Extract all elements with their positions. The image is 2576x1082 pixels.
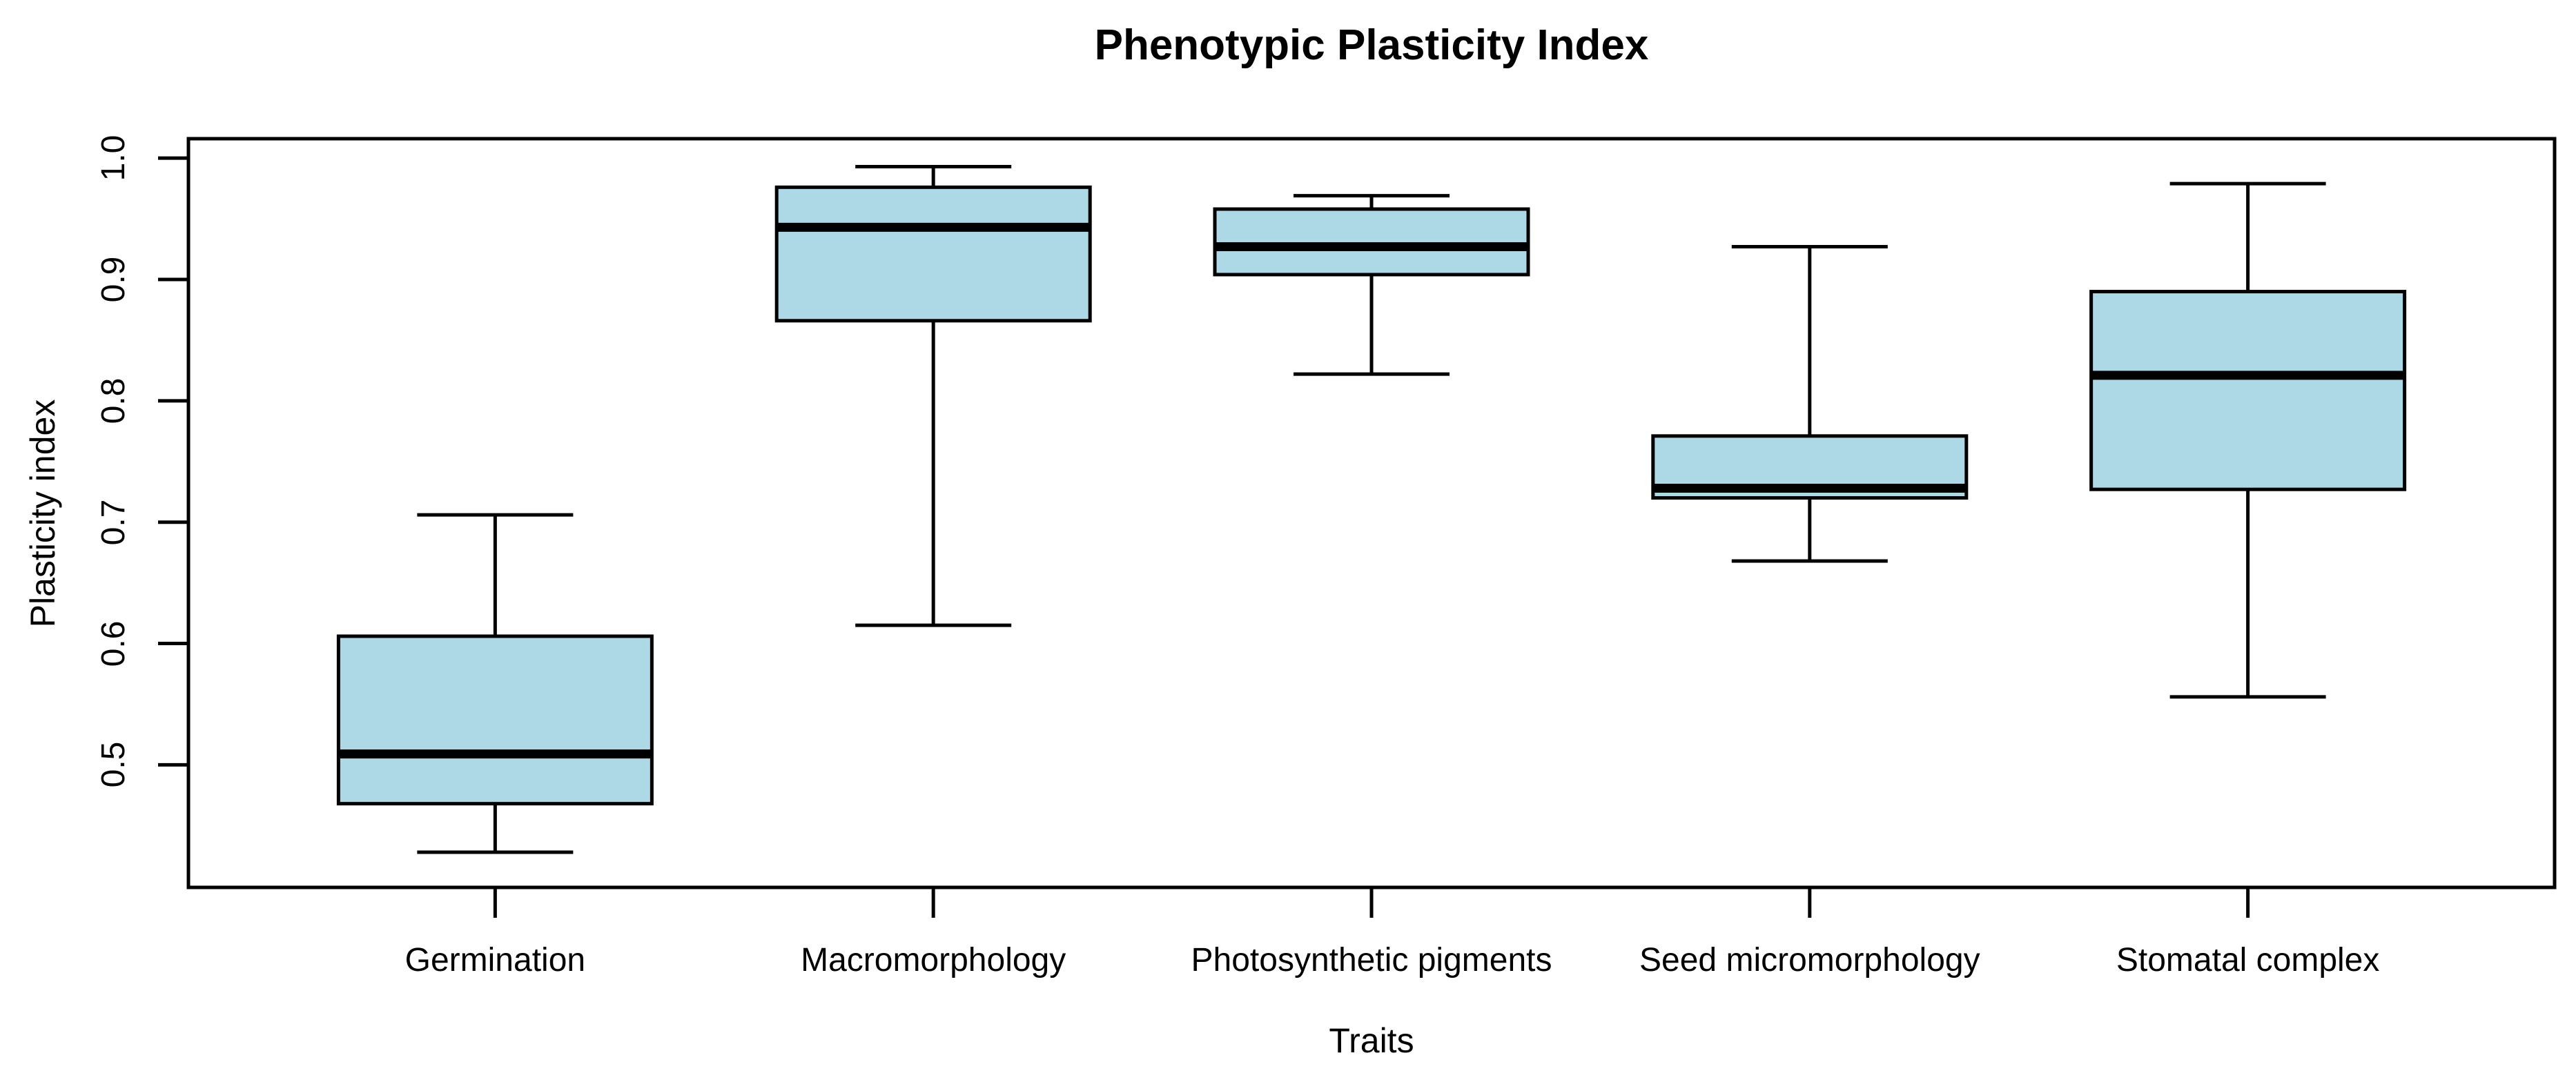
x-category-label: Seed micromorphology [1639, 942, 1980, 978]
iqr-box [2089, 290, 2407, 491]
x-axis-title: Traits [1329, 1021, 1414, 1060]
chart-title: Phenotypic Plasticity Index [1094, 21, 1649, 69]
y-tick-label: 0.7 [95, 499, 132, 546]
iqr-box [1213, 207, 1530, 277]
x-category-label: Photosynthetic pigments [1191, 942, 1552, 978]
y-tick-label: 0.6 [95, 620, 132, 667]
iqr-box [336, 634, 654, 806]
x-category-label: Macromorphology [801, 942, 1066, 978]
y-axis-title: Plasticity index [23, 399, 62, 627]
iqr-box [774, 185, 1092, 323]
y-tick-label: 0.5 [95, 742, 132, 788]
y-tick-label: 0.8 [95, 377, 132, 424]
x-category-label: Germination [404, 942, 586, 978]
x-category-label: Stomatal complex [2116, 942, 2380, 978]
y-tick-label: 0.9 [95, 256, 132, 303]
y-tick-label: 1.0 [95, 135, 132, 181]
